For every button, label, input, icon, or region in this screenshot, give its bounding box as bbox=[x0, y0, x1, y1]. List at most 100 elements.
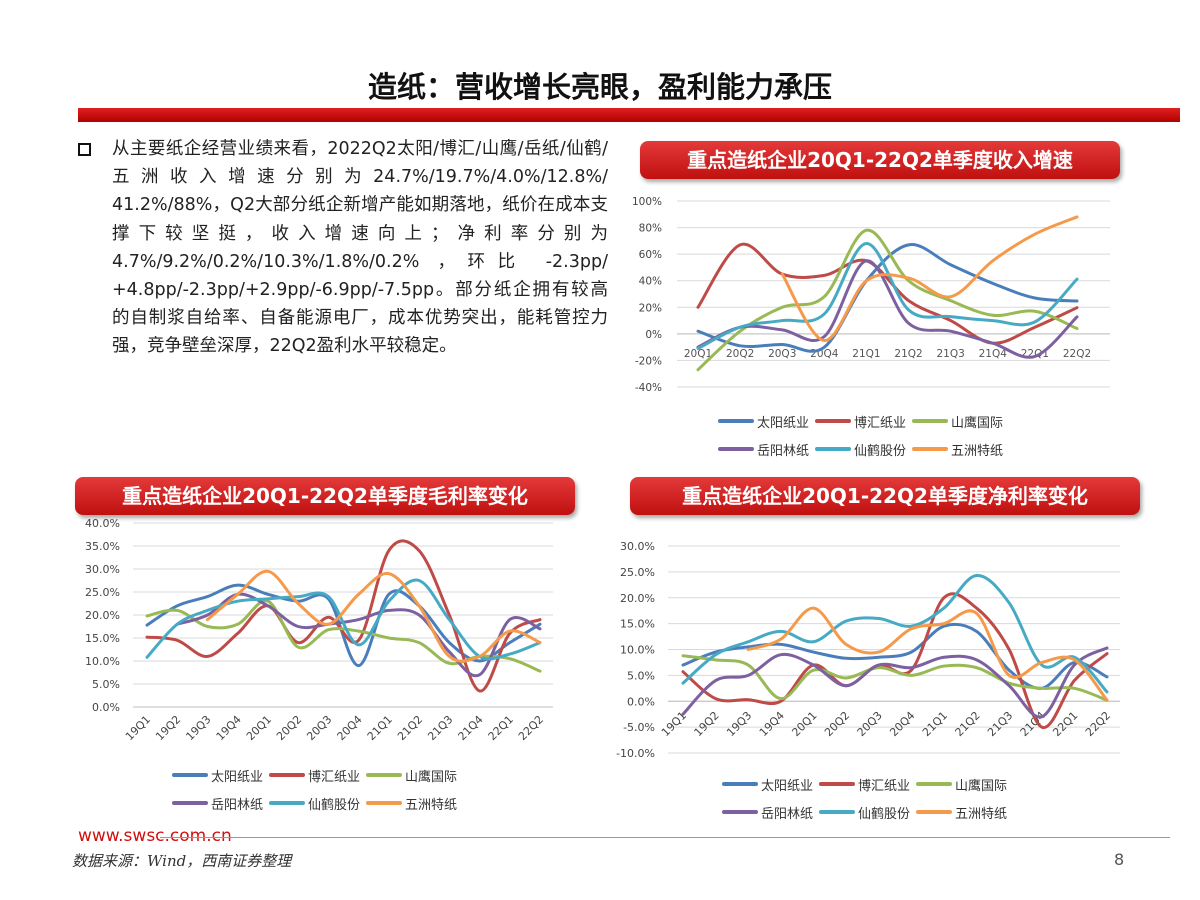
x-tick-label: 22Q1 bbox=[486, 713, 516, 743]
legend-label: 山鹰国际 bbox=[405, 769, 458, 785]
y-tick-label: 5.0% bbox=[92, 678, 120, 691]
series-line-太阳纸业 bbox=[681, 622, 1109, 690]
legend-item: 博汇纸业 bbox=[815, 412, 906, 431]
y-tick-label: 25.0% bbox=[85, 586, 120, 599]
chart2-title: 重点造纸企业20Q1-22Q2单季度毛利率变化 bbox=[75, 477, 575, 515]
legend-item: 五洲特纸 bbox=[916, 803, 1007, 822]
chart2-legend: 太阳纸业 博汇纸业 山鹰国际 岳阳林纸 仙鹤股份 五洲特纸 bbox=[172, 761, 463, 817]
y-tick-label: 5.0% bbox=[627, 669, 655, 682]
y-tick-label: 30.0% bbox=[85, 563, 120, 576]
legend-label: 博汇纸业 bbox=[308, 769, 361, 785]
legend-swatch bbox=[819, 810, 856, 814]
y-tick-label: 30.0% bbox=[620, 540, 655, 553]
series-line-仙鹤股份 bbox=[681, 573, 1109, 694]
x-tick-label: 21Q1 bbox=[365, 713, 395, 743]
x-tick-label: 21Q2 bbox=[894, 348, 922, 360]
x-tick-label: 21Q2 bbox=[395, 713, 425, 743]
legend-label: 仙鹤股份 bbox=[858, 806, 911, 822]
legend-label: 博汇纸业 bbox=[854, 415, 907, 431]
bullet-paragraph: 从主要纸企经营业绩来看，2022Q2太阳/博汇/山鹰/岳纸/仙鹤/五洲收入增速分… bbox=[78, 135, 608, 361]
legend-swatch bbox=[722, 810, 758, 814]
legend-swatch bbox=[269, 773, 306, 777]
legend-swatch bbox=[912, 419, 949, 423]
legend-item: 五洲特纸 bbox=[366, 794, 457, 813]
y-tick-label: -10.0% bbox=[616, 747, 655, 760]
x-tick-label: 20Q2 bbox=[726, 348, 754, 360]
legend-swatch bbox=[366, 773, 403, 777]
bullet-text: 从主要纸企经营业绩来看，2022Q2太阳/博汇/山鹰/岳纸/仙鹤/五洲收入增速分… bbox=[112, 139, 608, 357]
series-line-五洲特纸 bbox=[746, 606, 1109, 702]
y-tick-label: 25.0% bbox=[620, 566, 655, 579]
y-tick-label: 40% bbox=[639, 276, 662, 288]
series-line-山鹰国际 bbox=[696, 228, 1079, 372]
y-tick-label: 35.0% bbox=[85, 540, 120, 553]
x-tick-label: 20Q1 bbox=[684, 348, 712, 360]
y-tick-label: -40% bbox=[635, 382, 662, 394]
legend-label: 太阳纸业 bbox=[757, 415, 810, 431]
legend-label: 岳阳林纸 bbox=[761, 806, 814, 822]
y-tick-label: 40.0% bbox=[85, 517, 120, 530]
title-underline-bar bbox=[78, 108, 1180, 122]
series-line-岳阳林纸 bbox=[696, 259, 1079, 359]
y-tick-label: 20.0% bbox=[620, 592, 655, 605]
y-tick-label: 20% bbox=[639, 302, 662, 314]
legend-item: 太阳纸业 bbox=[172, 766, 263, 785]
x-tick-label: 22Q2 bbox=[1063, 348, 1091, 360]
legend-item: 山鹰国际 bbox=[366, 766, 457, 785]
legend-swatch bbox=[172, 801, 208, 805]
y-tick-label: 20.0% bbox=[85, 609, 120, 622]
legend-label: 五洲特纸 bbox=[955, 806, 1008, 822]
page-number: 8 bbox=[1114, 850, 1125, 869]
series-line-太阳纸业 bbox=[145, 583, 542, 668]
x-tick-label: 21Q3 bbox=[425, 713, 455, 743]
series-line-太阳纸业 bbox=[696, 243, 1079, 353]
series-line-仙鹤股份 bbox=[145, 578, 542, 661]
slide-title: 造纸：营收增长亮眼，盈利能力承压 bbox=[367, 70, 832, 104]
legend-swatch bbox=[172, 773, 208, 777]
y-tick-label: 10.0% bbox=[85, 655, 120, 668]
legend-item: 太阳纸业 bbox=[722, 775, 813, 794]
legend-label: 仙鹤股份 bbox=[308, 797, 361, 813]
series-line-五洲特纸 bbox=[205, 569, 542, 663]
x-tick-label: 22Q2 bbox=[1083, 709, 1113, 739]
x-tick-label: 20Q2 bbox=[822, 709, 852, 739]
x-tick-label: 21Q4 bbox=[979, 348, 1008, 360]
legend-item: 仙鹤股份 bbox=[269, 794, 360, 813]
legend-swatch bbox=[819, 782, 856, 786]
footer-divider bbox=[160, 837, 1170, 838]
x-tick-label: 19Q3 bbox=[183, 713, 213, 743]
legend-item: 山鹰国际 bbox=[912, 412, 1003, 431]
legend-item: 仙鹤股份 bbox=[819, 803, 910, 822]
x-tick-label: 21Q4 bbox=[455, 713, 485, 743]
x-tick-label: 20Q3 bbox=[304, 713, 334, 743]
legend-label: 太阳纸业 bbox=[211, 769, 264, 785]
chart1-legend: 太阳纸业 博汇纸业 山鹰国际 岳阳林纸 仙鹤股份 五洲特纸 bbox=[718, 407, 1009, 463]
y-tick-label: -20% bbox=[635, 355, 662, 367]
y-tick-label: 15.0% bbox=[85, 632, 120, 645]
legend-swatch bbox=[916, 810, 953, 814]
x-tick-label: 20Q1 bbox=[244, 713, 274, 743]
legend-swatch bbox=[722, 782, 758, 786]
website-link[interactable]: www.swsc.com.cn bbox=[78, 826, 232, 846]
y-tick-label: 60% bbox=[639, 249, 662, 261]
series-line-岳阳林纸 bbox=[681, 646, 1109, 719]
series-line-五洲特纸 bbox=[780, 215, 1079, 342]
legend-item: 岳阳林纸 bbox=[722, 803, 813, 822]
y-tick-label: -5.0% bbox=[623, 721, 655, 734]
x-tick-label: 20Q3 bbox=[768, 348, 796, 360]
x-tick-label: 21Q2 bbox=[952, 709, 982, 739]
y-tick-label: 100% bbox=[632, 196, 662, 208]
legend-swatch bbox=[815, 419, 852, 423]
x-tick-label: 21Q3 bbox=[985, 709, 1015, 739]
series-line-岳阳林纸 bbox=[175, 592, 542, 678]
x-tick-label: 20Q4 bbox=[335, 713, 365, 743]
y-tick-label: 80% bbox=[639, 223, 662, 235]
y-tick-label: 0.0% bbox=[627, 695, 655, 708]
legend-label: 太阳纸业 bbox=[761, 778, 814, 794]
y-tick-label: 0% bbox=[645, 329, 662, 341]
x-tick-label: 19Q1 bbox=[123, 713, 153, 743]
legend-item: 五洲特纸 bbox=[912, 440, 1003, 459]
legend-swatch bbox=[269, 801, 306, 805]
y-tick-label: 10.0% bbox=[620, 644, 655, 657]
